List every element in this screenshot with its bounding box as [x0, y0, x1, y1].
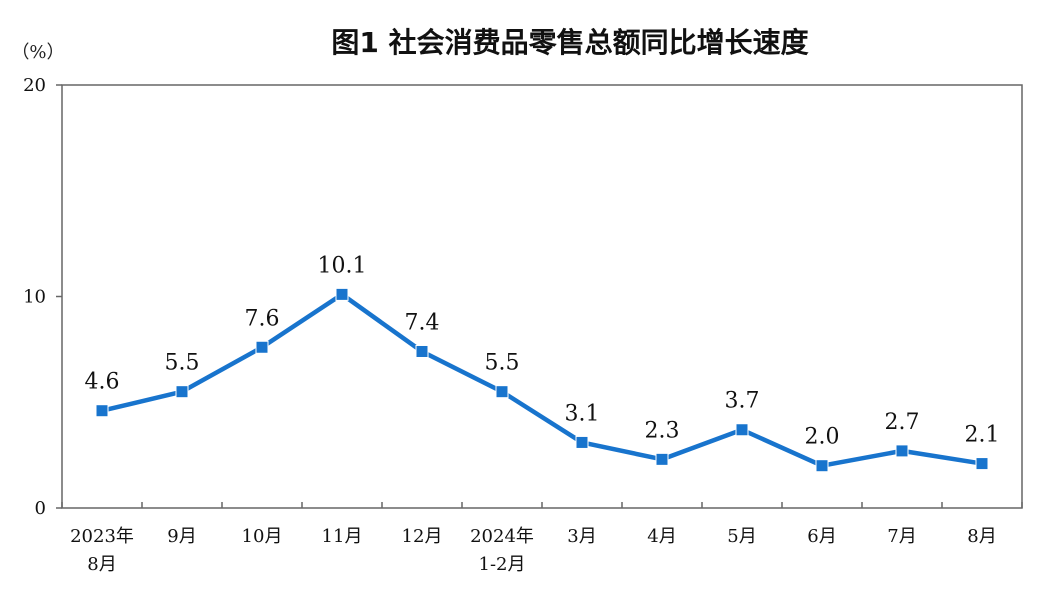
y-tick-label: 20 — [23, 75, 46, 96]
x-tick-label: 11月 — [322, 526, 363, 547]
y-axis-ticks: 0 10 20 — [23, 75, 62, 519]
data-value-label: 5.5 — [165, 351, 200, 376]
data-value-label: 3.1 — [565, 401, 600, 426]
chart-title: 图1 社会消费品零售总额同比增长速度 — [331, 26, 808, 59]
data-value-label: 2.0 — [805, 425, 840, 450]
data-point-marker — [255, 340, 269, 354]
data-value-label: 4.6 — [85, 370, 120, 395]
data-point-marker — [655, 452, 669, 466]
data-point-marker — [735, 423, 749, 437]
x-tick-label: 2023年 — [70, 526, 134, 547]
x-tick-label: 6月 — [807, 526, 836, 547]
x-tick-label: 10月 — [242, 526, 283, 547]
data-value-label: 2.1 — [965, 423, 1000, 448]
data-point-marker — [175, 385, 189, 399]
data-point-marker — [575, 435, 589, 449]
x-axis-ticks: 2023年 8月 9月 10月 11月 12月 2024年 1-2月 3月 4月 5月 6月 7月 8月 — [61, 502, 1023, 575]
x-tick-label: 9月 — [167, 526, 196, 547]
data-point-marker — [495, 385, 509, 399]
data-value-label: 5.5 — [485, 351, 520, 376]
x-tick-label: 7月 — [887, 526, 916, 547]
x-tick-label: 12月 — [402, 526, 443, 547]
series-line — [99, 292, 985, 468]
y-tick-label: 0 — [35, 498, 46, 519]
data-value-label: 3.7 — [725, 389, 760, 414]
x-tick-label: 4月 — [647, 526, 676, 547]
data-value-label: 2.3 — [645, 418, 680, 443]
plot-area-border — [61, 84, 1023, 509]
y-axis-unit-label: （%） — [11, 42, 64, 63]
y-tick-label: 10 — [23, 287, 46, 308]
data-point-marker — [415, 344, 429, 358]
data-point-marker — [335, 287, 349, 301]
data-value-label: 7.6 — [245, 306, 280, 331]
x-tick-label: 3月 — [567, 526, 596, 547]
series-layer: 4.6 5.5 7.6 10.1 7.4 5.5 3.1 2.3 3.7 2.0 2.7 2.1 — [85, 253, 1000, 473]
data-point-marker — [815, 459, 829, 473]
data-point-marker — [95, 404, 109, 418]
x-tick-label: 8月 — [87, 554, 116, 575]
data-value-label: 7.4 — [405, 310, 440, 335]
x-tick-label: 1-2月 — [479, 554, 526, 575]
data-value-label: 2.7 — [885, 410, 920, 435]
data-point-marker — [895, 444, 909, 458]
data-point-marker — [975, 457, 989, 471]
x-tick-label: 2024年 — [470, 526, 534, 547]
x-tick-label: 5月 — [727, 526, 756, 547]
x-tick-label: 8月 — [967, 526, 996, 547]
data-value-label: 10.1 — [318, 253, 367, 278]
